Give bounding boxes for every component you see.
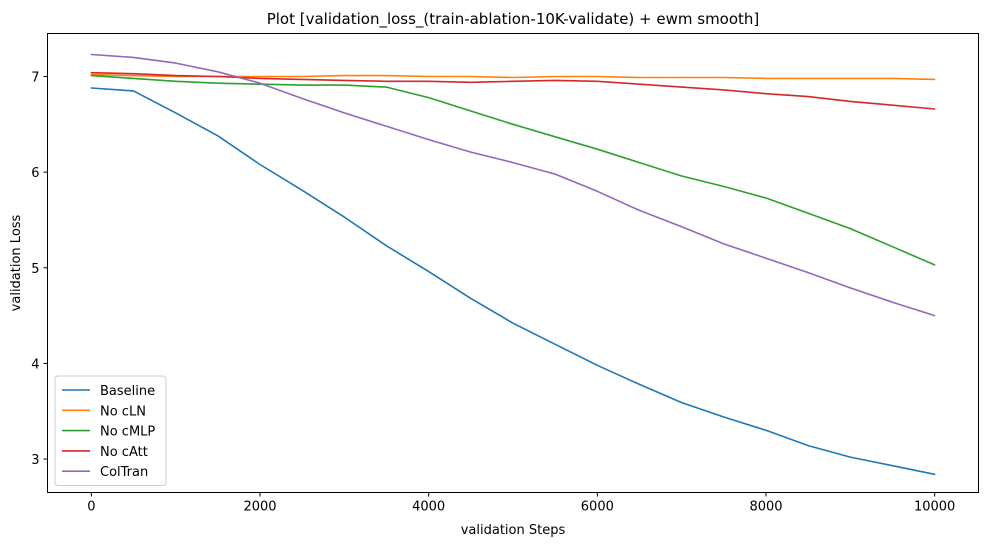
x-tick-label: 8000 — [749, 500, 782, 515]
x-axis: 0 2000 4000 6000 8000 10000 — [87, 492, 955, 515]
y-axis: 3 4 5 6 7 — [31, 71, 48, 468]
legend-label: No cMLP — [100, 425, 155, 440]
legend-label: No cAtt — [100, 445, 148, 460]
y-tick-label: 6 — [31, 166, 39, 181]
y-tick-label: 7 — [31, 71, 39, 86]
y-tick-label: 4 — [31, 357, 39, 372]
legend-label: ColTran — [100, 465, 148, 480]
x-axis-label: validation Steps — [461, 523, 566, 538]
legend-label: No cLN — [100, 404, 146, 419]
y-axis-label: validation Loss — [9, 214, 24, 311]
x-tick-label: 2000 — [243, 500, 276, 515]
series-line-no-cmlp — [90, 74, 936, 266]
y-tick-label: 5 — [31, 262, 39, 277]
series-line-baseline — [90, 87, 936, 476]
axes-frame — [47, 33, 979, 493]
series-line-coltran — [90, 53, 936, 317]
legend: Baseline No cLN No cMLP No cAtt ColTran — [54, 375, 167, 486]
x-tick-label: 4000 — [412, 500, 445, 515]
y-tick-label: 3 — [31, 453, 39, 468]
plot-area — [90, 53, 936, 476]
legend-box — [54, 375, 167, 486]
x-tick-label: 10000 — [914, 500, 955, 515]
x-tick-label: 0 — [87, 500, 95, 515]
series-line-no-catt — [90, 71, 936, 110]
x-tick-label: 6000 — [581, 500, 614, 515]
legend-label: Baseline — [100, 384, 155, 399]
chart-title: Plot [validation_loss_(train-ablation-10… — [267, 10, 760, 29]
